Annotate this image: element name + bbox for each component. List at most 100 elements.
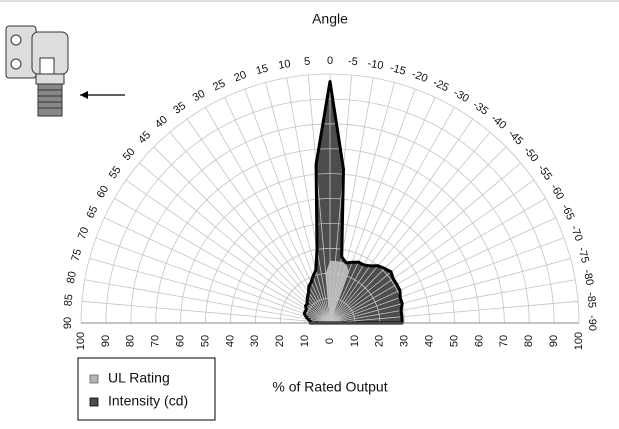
angle-tick-label: -80	[581, 269, 596, 287]
chart-title: Angle	[312, 11, 348, 27]
radial-tick-label: 10	[349, 335, 361, 347]
grid-spoke	[329, 279, 576, 324]
angle-tick-label: 25	[211, 77, 227, 93]
arrow	[80, 91, 125, 99]
angle-tick-label: -25	[431, 77, 450, 95]
radial-tick-label: 20	[274, 335, 286, 347]
grid-spoke	[329, 88, 416, 324]
grid-spoke	[169, 131, 331, 324]
angle-tick-label: -35	[470, 99, 490, 118]
grid-spoke	[329, 258, 571, 324]
angle-tick-label: -45	[505, 128, 525, 148]
grid-spoke	[329, 146, 507, 324]
grid-spoke	[329, 82, 395, 324]
grid-spoke	[186, 118, 331, 324]
angle-tick-label: 40	[153, 114, 170, 131]
angle-tick-label: 0	[327, 55, 333, 67]
radial-tick-label: 30	[249, 335, 261, 347]
grid-spoke	[329, 162, 522, 324]
angle-tick-label: 30	[191, 88, 208, 105]
series-area	[304, 81, 403, 323]
grid-spoke	[329, 97, 436, 324]
radial-tick-label: 40	[424, 335, 436, 347]
angle-tick-label: -70	[568, 224, 585, 243]
grid	[80, 73, 580, 324]
angle-tick-label: -20	[410, 68, 429, 85]
fixture-icon	[5, 25, 69, 117]
grid-spoke	[114, 198, 331, 324]
radial-tick-label: 80	[523, 335, 535, 347]
grid-spoke	[329, 77, 374, 324]
angle-tick-label: 20	[233, 69, 249, 84]
grid-spoke	[84, 279, 331, 324]
angle-tick-label: 45	[136, 129, 153, 146]
legend-swatch	[89, 374, 99, 384]
data-layer	[304, 81, 403, 323]
angle-tick-label: 90	[62, 317, 74, 329]
grid-spoke	[265, 82, 331, 324]
grid-spoke	[104, 217, 331, 324]
angle-tick-label: 5	[304, 56, 311, 68]
radial-tick-label: 50	[199, 335, 211, 347]
grid-spoke	[329, 118, 474, 324]
angle-tick-label: -5	[347, 56, 358, 69]
grid-spoke	[329, 74, 353, 324]
radial-tick-label: 60	[175, 335, 187, 347]
angle-tick-label: -30	[451, 87, 471, 105]
angle-tick-label: 65	[84, 204, 100, 220]
legend-swatch	[89, 397, 99, 407]
radial-tick-label: 100	[573, 332, 585, 350]
legend-box	[77, 357, 216, 421]
angle-tick-label: 80	[65, 270, 79, 284]
angle-tick-label: 50	[121, 146, 138, 163]
angle-tick-label: -75	[575, 246, 591, 264]
angle-tick-label: -15	[389, 62, 407, 78]
radial-tick-label: 80	[125, 335, 137, 347]
grid-spoke	[224, 97, 331, 324]
grid-spoke	[307, 74, 331, 324]
radial-tick-label: 50	[448, 335, 460, 347]
radial-tick-label: 0	[324, 338, 336, 344]
angle-tick-label: -55	[535, 163, 554, 183]
angle-tick-label: 10	[277, 58, 291, 72]
radial-tick-label: 60	[473, 335, 485, 347]
grid-spoke	[244, 88, 331, 324]
grid-spoke	[89, 258, 331, 324]
grid-spoke	[138, 162, 331, 324]
angle-tick-label: -40	[489, 113, 509, 132]
radial-tick-label: 100	[75, 332, 87, 350]
radial-tick-label: 40	[224, 335, 236, 347]
angle-tick-label: -50	[521, 145, 540, 165]
angle-tick-label: -10	[367, 58, 385, 73]
radial-tick-label: 20	[374, 335, 386, 347]
angle-tick-label: -65	[559, 202, 577, 221]
grid-spoke	[329, 131, 491, 324]
series-outline	[302, 80, 404, 325]
grid-spoke	[153, 146, 331, 324]
grid-spoke	[125, 179, 331, 324]
grid-spoke	[286, 77, 331, 324]
grid-spoke	[329, 217, 556, 324]
radial-tick-label: 90	[548, 335, 560, 347]
angle-tick-label: 15	[255, 62, 270, 77]
radial-tick-label: 90	[100, 335, 112, 347]
angle-tick-label: 85	[62, 294, 75, 307]
grid-spoke	[329, 107, 455, 324]
angle-tick-label: 55	[107, 164, 124, 181]
legend-label: UL Rating	[108, 370, 170, 386]
radial-tick-label: 10	[299, 335, 311, 347]
radial-tick-label: 30	[399, 335, 411, 347]
grid-spoke	[329, 237, 565, 324]
angle-tick-label: 75	[69, 248, 84, 263]
grid-spoke	[81, 300, 331, 324]
angle-tick-label: 60	[95, 184, 112, 201]
angle-tick-label: 70	[76, 226, 91, 242]
grid-spoke	[329, 300, 579, 324]
grid-spoke	[329, 198, 546, 324]
legend-label: Intensity (cd)	[108, 393, 188, 409]
radial-tick-label: 70	[150, 335, 162, 347]
grid-spoke	[95, 237, 331, 324]
angle-tick-label: 35	[171, 100, 188, 117]
outline-layer	[302, 80, 404, 325]
